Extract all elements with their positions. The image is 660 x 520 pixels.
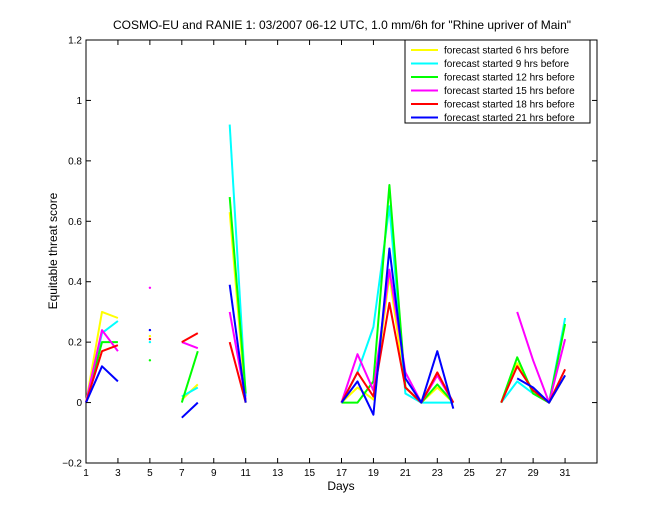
legend-entry-label: forecast started 21 hrs before xyxy=(444,113,575,124)
series-line xyxy=(85,344,119,403)
series-line xyxy=(181,332,199,343)
series-point xyxy=(148,337,152,341)
x-tick-label: 13 xyxy=(272,468,284,479)
series-line xyxy=(516,311,567,404)
x-tick-label: 3 xyxy=(115,468,121,479)
x-tick-label: 7 xyxy=(179,468,185,479)
chart-title: COSMO-EU and RANIE 1: 03/2007 06-12 UTC,… xyxy=(113,18,571,32)
series-layer xyxy=(85,124,567,419)
series-line xyxy=(340,274,454,404)
legend: forecast started 6 hrs before forecast st… xyxy=(404,39,591,124)
series-line xyxy=(85,329,119,403)
y-axis-label: Equitable threat score xyxy=(46,192,60,309)
series-4 xyxy=(85,301,567,404)
series-line xyxy=(85,365,119,404)
series-point xyxy=(148,334,152,338)
y-tick-label: 0.2 xyxy=(68,338,82,349)
x-tick-label: 31 xyxy=(560,468,572,479)
x-tick-label: 1 xyxy=(83,468,89,479)
y-tick-label: 0.4 xyxy=(68,277,82,288)
series-line xyxy=(341,184,455,404)
y-tick-label: 1.2 xyxy=(68,36,82,47)
series-line xyxy=(500,365,567,404)
legend-entry-label: forecast started 18 hrs before xyxy=(444,100,575,111)
y-tick-label: 0.6 xyxy=(68,217,82,228)
x-tick-label: 27 xyxy=(496,468,508,479)
x-tick-label: 23 xyxy=(432,468,444,479)
y-tick-label: 0 xyxy=(76,398,82,409)
x-tick-label: 25 xyxy=(464,468,476,479)
series-line xyxy=(228,197,247,394)
series-line xyxy=(181,401,199,419)
series-point xyxy=(148,359,152,362)
series-point xyxy=(148,328,152,332)
legend-entry-label: forecast started 6 hrs before xyxy=(444,46,570,57)
legend-entry-label: forecast started 15 hrs before xyxy=(444,86,575,97)
series-line xyxy=(85,310,119,403)
series-line xyxy=(340,301,455,404)
legend-box xyxy=(404,39,591,124)
x-tick-label: 19 xyxy=(368,468,380,479)
x-axis-label: Days xyxy=(327,479,354,493)
y-tick-label: 0.8 xyxy=(68,156,82,167)
series-line xyxy=(228,341,247,403)
series-2 xyxy=(85,184,567,404)
legend-entry-label: forecast started 12 hrs before xyxy=(444,73,575,84)
y-axis-ticks: −0.2 0 0.2 0.4 0.6 0.8 1 1.2 xyxy=(62,36,597,470)
series-line xyxy=(181,341,199,350)
series-line xyxy=(500,323,567,404)
y-tick-label: 1 xyxy=(76,96,82,107)
legend-entry-label: forecast started 9 hrs before xyxy=(444,59,570,70)
y-tick-label: −0.2 xyxy=(62,459,82,470)
series-5 xyxy=(85,247,566,419)
series-line xyxy=(340,247,455,416)
x-axis-ticks: 1 3 5 7 9 11 13 15 17 19 21 23 25 27 29 31 xyxy=(83,40,571,479)
series-line xyxy=(228,284,247,403)
x-tick-label: 5 xyxy=(147,468,153,479)
series-line xyxy=(516,374,566,404)
series-point xyxy=(148,286,152,289)
x-tick-label: 29 xyxy=(528,468,540,479)
x-tick-label: 21 xyxy=(400,468,412,479)
series-point xyxy=(148,340,152,344)
x-tick-label: 11 xyxy=(240,468,251,479)
series-line xyxy=(340,205,454,404)
x-tick-label: 17 xyxy=(336,468,348,479)
x-tick-label: 9 xyxy=(211,468,217,479)
series-line xyxy=(180,350,199,403)
x-tick-label: 15 xyxy=(304,468,316,479)
